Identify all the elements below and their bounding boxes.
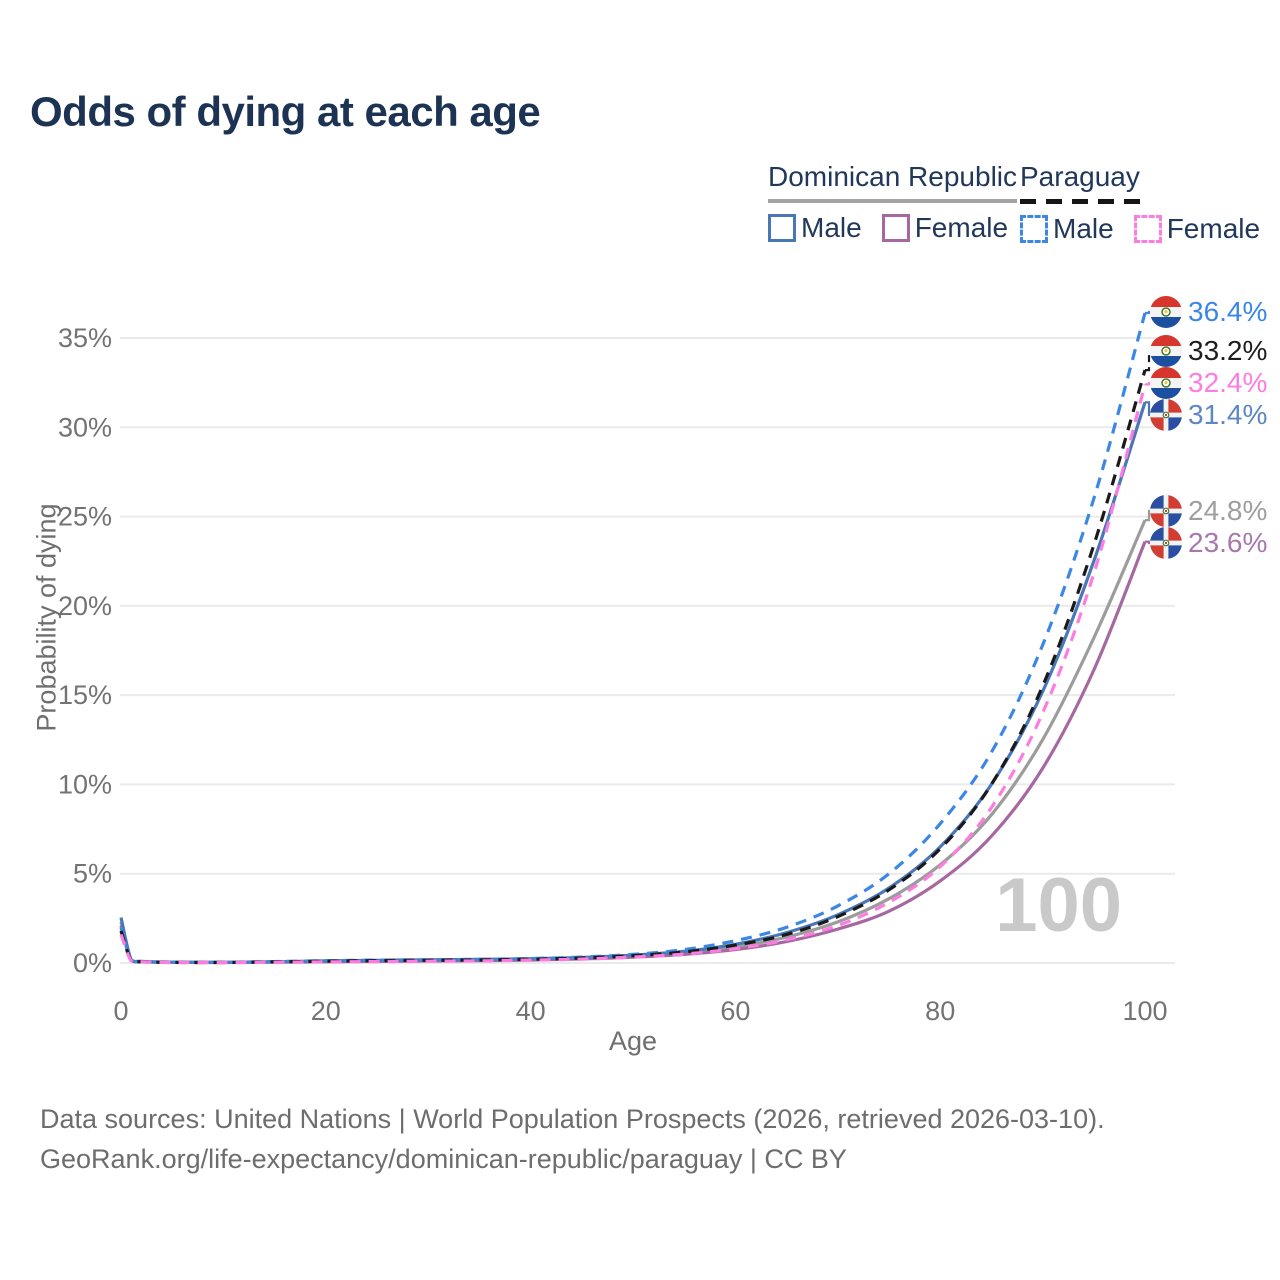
endpoint-value: 33.2%: [1188, 335, 1268, 366]
paraguay-flag-icon: [1150, 335, 1182, 367]
y-tick-label: 15%: [58, 680, 112, 710]
legend-group-underline: [1020, 198, 1140, 204]
age-watermark: 100: [995, 863, 1122, 948]
legend-item-dominican-republic-male[interactable]: Male: [768, 212, 862, 244]
y-tick-label: 25%: [58, 502, 112, 532]
x-tick-label: 0: [113, 996, 128, 1026]
dominican-republic-flag-icon: [1150, 527, 1182, 559]
endpoint-value: 24.8%: [1188, 495, 1268, 526]
x-tick-label: 80: [925, 996, 955, 1026]
y-tick-label: 0%: [73, 948, 112, 978]
series-line-dr_male: [119, 401, 1147, 964]
dominican-republic-flag-icon: [1150, 495, 1182, 527]
endpoint-value: 32.4%: [1188, 367, 1268, 398]
x-axis-title: Age: [608, 1026, 658, 1056]
attribution-text: GeoRank.org/life-expectancy/dominican-re…: [40, 1144, 847, 1174]
endpoint-label-dr_female: 23.6%: [1150, 526, 1267, 560]
paraguay-flag-icon: [1150, 296, 1182, 328]
x-tick-label: 60: [720, 996, 750, 1026]
dominican-republic-flag-icon: [1150, 399, 1182, 431]
legend-group-dominican-republic: Dominican Republic Male Female: [768, 161, 1018, 244]
series-line-py_male: [119, 312, 1147, 964]
data-sources-text: Data sources: United Nations | World Pop…: [40, 1104, 1105, 1134]
series-line-py_female: [119, 383, 1147, 965]
legend-item-label: Female: [1166, 212, 1261, 244]
page-title: Odds of dying at each age: [30, 88, 541, 135]
leader-line-py_female: [1145, 381, 1151, 386]
legend-item-label: Male: [801, 211, 862, 243]
legend-swatch-icon: [1020, 214, 1048, 243]
y-tick-label: 35%: [58, 323, 112, 353]
leader-line-py_male: [1145, 310, 1151, 315]
legend-item-label: Female: [914, 211, 1009, 243]
legend-group-underline: [768, 198, 1018, 203]
y-tick-label: 20%: [58, 591, 112, 621]
paraguay-flag-icon: [1150, 367, 1182, 399]
endpoint-label-dr_total: 24.8%: [1150, 494, 1267, 528]
x-tick-label: 40: [516, 996, 546, 1026]
endpoint-value: 23.6%: [1188, 527, 1268, 558]
leader-line-py_total: [1145, 349, 1151, 372]
x-tick-label: 20: [311, 996, 341, 1026]
legend-item-paraguay-male[interactable]: Male: [1020, 213, 1114, 245]
leader-line-dr_female: [1145, 540, 1151, 545]
endpoint-label-py_total: 33.2%: [1150, 334, 1267, 368]
leader-line-dr_total: [1145, 509, 1151, 522]
legend-item-label: Male: [1053, 212, 1114, 244]
endpoint-label-dr_male: 31.4%: [1150, 398, 1267, 432]
legend-group-title: Dominican Republic: [768, 161, 1018, 192]
legend-swatch-icon: [881, 213, 910, 242]
legend-swatch-icon: [768, 213, 796, 242]
endpoint-label-py_female: 32.4%: [1150, 366, 1267, 400]
y-tick-label: 30%: [58, 412, 112, 442]
leader-line-dr_male: [1145, 401, 1151, 417]
legend-group-paraguay: Paraguay Male Female: [1020, 161, 1261, 245]
legend-group-title: Paraguay: [1020, 161, 1140, 192]
y-tick-label: 5%: [73, 859, 112, 889]
endpoint-value: 31.4%: [1188, 399, 1268, 430]
legend-item-dominican-republic-female[interactable]: Female: [881, 211, 1009, 244]
series-line-dr_total: [119, 519, 1147, 965]
y-axis-title: Probability of dying: [31, 503, 62, 732]
legend-swatch-icon: [1133, 214, 1162, 243]
endpoint-label-py_male: 36.4%: [1150, 295, 1267, 329]
y-tick-label: 10%: [58, 769, 112, 799]
legend-item-paraguay-female[interactable]: Female: [1133, 212, 1261, 245]
x-tick-label: 100: [1122, 996, 1167, 1026]
endpoint-value: 36.4%: [1188, 296, 1268, 327]
